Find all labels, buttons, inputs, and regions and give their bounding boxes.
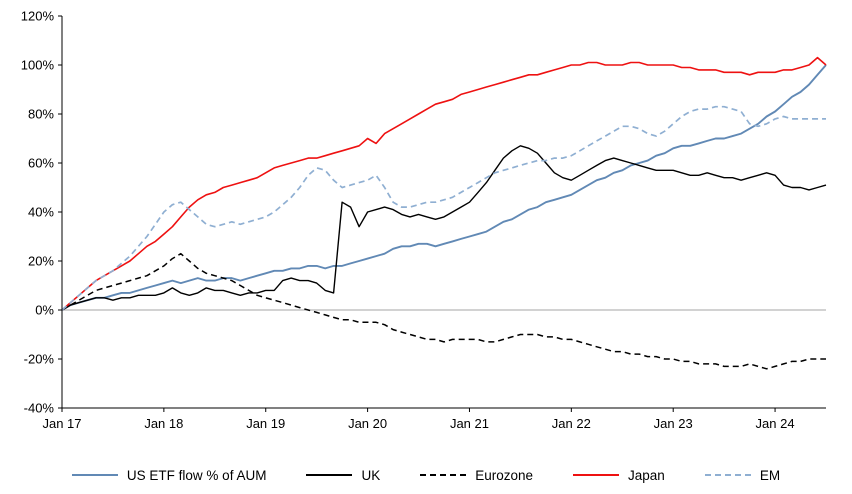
y-tick-label: 0%: [35, 303, 54, 318]
legend-item-eurozone: Eurozone: [420, 468, 533, 483]
x-tick-label: Jan 21: [450, 416, 489, 431]
legend-line-sample-eurozone: [420, 474, 467, 476]
legend-line-sample-us-etf-flow-of-aum: [71, 474, 118, 476]
legend-line-sample-em: [704, 474, 751, 476]
x-tick-label: Jan 20: [348, 416, 387, 431]
x-tick-label: Jan 17: [42, 416, 81, 431]
y-tick-label: 100%: [21, 58, 55, 73]
legend-line-sample-uk: [306, 474, 353, 476]
x-tick-label: Jan 23: [654, 416, 693, 431]
x-tick-label: Jan 18: [144, 416, 183, 431]
legend-item-japan: Japan: [573, 468, 665, 483]
y-tick-label: 40%: [28, 205, 54, 220]
chart-legend: US ETF flow % of AUM UK Eurozone Japan EM: [0, 455, 852, 494]
y-tick-label: 20%: [28, 254, 54, 269]
series-line-eurozone: [61, 252, 826, 370]
y-tick-label: 120%: [21, 9, 55, 24]
legend-label-eurozone: Eurozone: [475, 467, 534, 483]
legend-label-uk: UK: [361, 467, 381, 483]
y-tick-label: 60%: [28, 156, 54, 171]
series-line-japan: [61, 56, 827, 311]
series-line-us-etf-flow-of-aum: [61, 64, 827, 311]
legend-item-em: EM: [704, 467, 781, 483]
y-axis-ticks: 120% 100% 80% 60% 40% 20% 0% -20% -40%: [21, 9, 62, 416]
legend-label-us-etf-flow-of-aum: US ETF flow % of AUM: [126, 467, 267, 483]
legend-label-japan: Japan: [628, 467, 665, 483]
legend-item-uk: UK: [306, 468, 380, 483]
x-tick-label: Jan 22: [552, 416, 591, 431]
x-tick-label: Jan 19: [246, 416, 285, 431]
series-line-uk: [61, 145, 827, 311]
x-axis-ticks: Jan 17 Jan 18 Jan 19 Jan 20 Jan 21 Jan 22 Jan …: [42, 408, 795, 431]
y-tick-label: -40%: [24, 401, 55, 416]
legend-line-sample-japan: [573, 474, 620, 476]
chart-canvas: 120%100%80%60%40%20%0%-20%-40%Jan 17 Jan …: [21, 9, 827, 431]
x-tick-label: Jan 24: [756, 416, 795, 431]
series-lines: [61, 56, 827, 370]
legend-item-us-etf-flow-of-aum: US ETF flow % of AUM: [71, 467, 267, 483]
legend-label-em: EM: [759, 467, 781, 483]
series-line-em: [61, 105, 826, 311]
y-tick-label: -20%: [24, 352, 55, 367]
y-tick-label: 80%: [28, 107, 54, 122]
